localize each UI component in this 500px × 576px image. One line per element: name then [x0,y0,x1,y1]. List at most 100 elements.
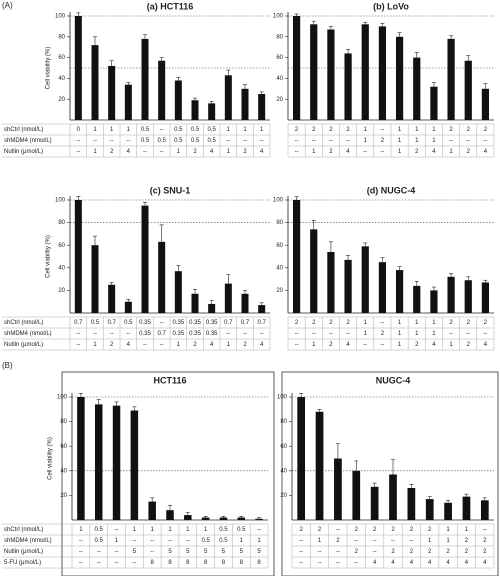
table-cell: -- [363,342,367,348]
table-cell: 2 [483,549,487,555]
table-cell: 5 [222,549,226,555]
table-cell: 1 [243,127,247,133]
table-cell: -- [295,331,299,337]
table-cell: 1 [186,527,190,533]
table-cell: 2 [415,342,419,348]
bar [310,24,318,120]
table-cell: -- [160,127,164,133]
table-cell: 2 [373,527,377,533]
table-cell: -- [79,549,83,555]
bar [315,411,324,520]
table-cell: 1 [93,342,97,348]
bar [297,397,306,520]
bar [462,496,471,520]
table-cell: -- [336,560,340,566]
table-cell: 0.5 [174,127,183,133]
bar [148,501,156,520]
table-cell: 1 [398,320,402,326]
table-cell: 4 [428,560,432,566]
table-cell: 5 [186,549,190,555]
table-cell: -- [126,331,130,337]
y-tick-label: 20 [58,288,65,294]
table-cell: 4 [260,342,264,348]
y-tick-label: 20 [58,97,65,103]
bar [191,100,199,120]
bar [292,200,301,313]
table-cell: 0.5 [191,138,200,144]
table-cell: -- [312,331,316,337]
table-cell: 5 [204,549,208,555]
table-cell: 0.5 [201,538,210,544]
table-cell: 0.35 [172,331,184,337]
table-cell: 2 [381,138,385,144]
table-cell: 2 [193,149,197,155]
bar [191,293,199,313]
table-cell: -- [380,342,384,348]
bar [430,290,438,313]
row-label: shCtrl (nmol/L) [4,127,43,133]
table-cell: 4 [210,149,214,155]
bar [344,259,352,313]
y-tick-label: 80 [276,34,283,40]
table-cell: 0.35 [172,320,184,326]
bar [378,262,387,313]
table-cell: -- [79,560,83,566]
table-cell: -- [110,138,114,144]
table-cell: 0.5 [95,538,104,544]
bar [425,499,434,520]
table-cell: 2 [446,549,450,555]
table-cell: 2 [484,320,488,326]
table-cell: 2 [415,149,419,155]
y-tick-label: 100 [277,395,288,401]
table-cell: -- [110,331,114,337]
table-cell: 1 [227,342,231,348]
table-cell: 2 [110,149,114,155]
table-cell: 1 [449,342,453,348]
y-tick-label: 40 [60,468,67,474]
bar [91,45,99,121]
y-tick-label: 60 [58,243,65,249]
bar [74,200,82,313]
table-cell: 2 [467,320,471,326]
table-cell: 1 [398,331,402,337]
table-cell: 2 [329,320,333,326]
table-cell: 4 [346,149,350,155]
figure-label: (B) [2,361,13,370]
table-cell: 0.5 [95,527,104,533]
bar [141,38,149,120]
bar [310,229,318,313]
table-cell: 2 [110,342,114,348]
table-cell: -- [373,538,377,544]
chart-title: (d) NUGC-4 [367,185,416,195]
y-tick-label: 40 [58,76,65,82]
table-cell: 4 [210,342,214,348]
table-cell: 1 [432,331,436,337]
table-cell: -- [76,342,80,348]
chart-title: (b) LoVo [373,1,409,11]
row-label: 5-FU (μmol/L) [4,560,41,566]
table-cell: 4 [446,560,450,566]
table-cell: 2 [312,127,316,133]
row-label: Nutlin (μmol/L) [4,149,43,155]
bar [344,53,352,120]
bar [124,84,132,120]
y-tick-label: 60 [60,444,67,450]
y-tick-label: 40 [58,265,65,271]
bar [224,283,232,313]
table-cell: -- [93,138,97,144]
bar [184,515,192,520]
table-cell: 2 [465,549,469,555]
bar [74,16,82,120]
table-cell: -- [380,320,384,326]
table-cell: -- [260,331,264,337]
table-cell: 0.35 [139,331,151,337]
table-cell: -- [299,549,303,555]
table-cell: 4 [483,560,487,566]
table-cell: 2 [329,149,333,155]
table-cell: 1 [257,538,261,544]
table-cell: -- [363,149,367,155]
y-tick-label: 80 [58,220,65,226]
table-cell: 4 [484,149,488,155]
table-cell: -- [449,331,453,337]
table-cell: 2 [410,549,414,555]
